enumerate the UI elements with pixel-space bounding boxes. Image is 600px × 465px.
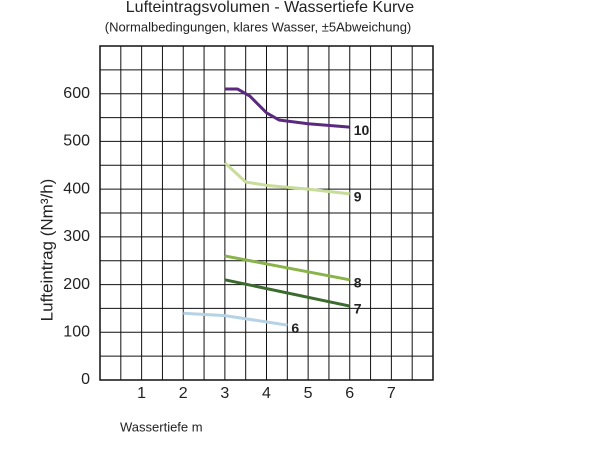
x-tick-label: 1 xyxy=(137,385,146,402)
series-line xyxy=(224,87,350,129)
series-label: 10 xyxy=(354,122,370,138)
series-line xyxy=(224,278,351,308)
x-tick-label: 5 xyxy=(304,385,313,402)
y-tick-label: 300 xyxy=(63,228,90,245)
series-line xyxy=(223,161,350,196)
y-tick-label: 500 xyxy=(63,133,90,150)
series-label: 6 xyxy=(291,320,299,336)
x-tick-label: 2 xyxy=(179,385,188,402)
x-axis-label: Wassertiefe m xyxy=(120,419,203,434)
series-label: 8 xyxy=(354,275,362,291)
chart-subtitle: (Normalbedingungen, klares Wasser, ±5Abw… xyxy=(105,19,412,34)
x-tick-label: 7 xyxy=(387,385,396,402)
y-tick-label: 0 xyxy=(81,371,90,388)
x-tick-label: 4 xyxy=(262,385,271,402)
y-tick-label: 600 xyxy=(63,85,90,102)
x-tick-label: 3 xyxy=(220,385,229,402)
series-line xyxy=(183,311,288,327)
y-tick-label: 100 xyxy=(63,324,90,341)
y-tick-label: 400 xyxy=(63,180,90,197)
y-tick-label: 200 xyxy=(63,276,90,293)
series-label: 9 xyxy=(354,189,362,205)
x-tick-label: 6 xyxy=(345,385,354,402)
series-line xyxy=(224,254,351,282)
y-axis-label: Lufteintrag (Nm³/h) xyxy=(37,179,56,322)
series-label: 7 xyxy=(354,301,362,317)
chart-title: Lufteintragsvolumen - Wassertiefe Kurve xyxy=(126,0,415,16)
